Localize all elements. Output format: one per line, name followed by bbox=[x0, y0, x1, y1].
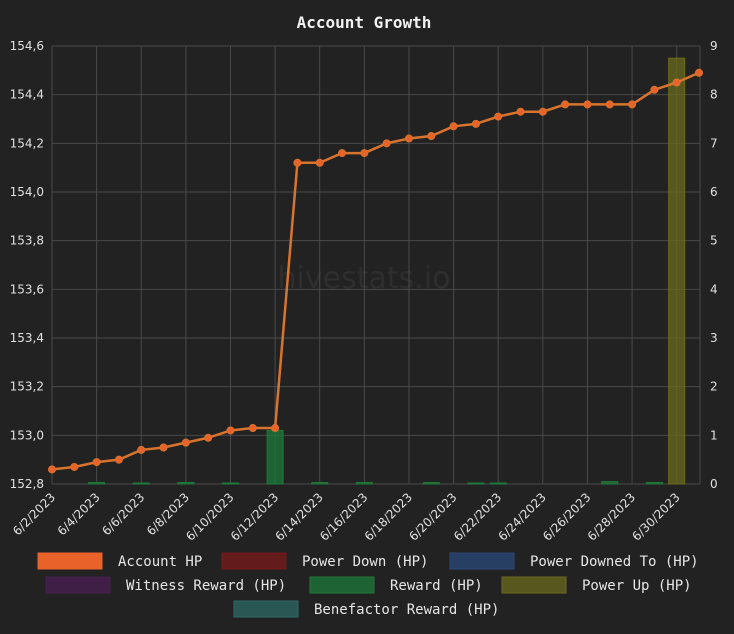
grid bbox=[51, 45, 701, 485]
legend-label: Account HP bbox=[118, 554, 202, 570]
account-hp-point bbox=[538, 107, 547, 116]
x-tick-label: 6/6/2023 bbox=[99, 490, 147, 538]
legend-label: Power Downed To (HP) bbox=[530, 554, 699, 570]
y-right-tick-label: 1 bbox=[710, 428, 718, 442]
x-tick-label: 6/30/2023 bbox=[629, 490, 682, 543]
x-tick-label: 6/2/2023 bbox=[10, 490, 58, 538]
y-right-tick-label: 4 bbox=[710, 282, 718, 296]
legend-swatch bbox=[449, 552, 515, 570]
account-hp-point bbox=[271, 424, 280, 433]
bar-reward-hp- bbox=[266, 429, 284, 485]
legend-swatch bbox=[45, 576, 111, 594]
account-hp-point bbox=[114, 455, 123, 464]
bar-reward-hp- bbox=[467, 482, 485, 485]
account-hp-point bbox=[293, 158, 302, 167]
account-hp-point bbox=[561, 100, 570, 109]
account-hp-line bbox=[48, 68, 703, 474]
y-left-tick-label: 153,4 bbox=[10, 331, 44, 345]
y-left-tick-label: 152,8 bbox=[10, 477, 44, 491]
account-hp-point bbox=[181, 438, 190, 447]
y-axis-left: 152,8 153,0 153,2 153,4 153,6 153,8 154,0 154,2… bbox=[10, 39, 44, 491]
account-hp-point bbox=[605, 100, 614, 109]
y-right-tick-label: 9 bbox=[710, 39, 718, 53]
y-left-tick-label: 153,0 bbox=[10, 428, 44, 442]
bar-reward-hp- bbox=[177, 482, 195, 485]
legend-label: Benefactor Reward (HP) bbox=[314, 602, 499, 618]
account-hp-point bbox=[70, 462, 79, 471]
chart-title: Account Growth bbox=[297, 13, 432, 32]
account-hp-point bbox=[360, 149, 369, 158]
account-hp-point bbox=[650, 85, 659, 94]
legend-swatch bbox=[233, 600, 299, 618]
bar-reward-hp- bbox=[355, 482, 373, 485]
account-hp-point bbox=[382, 139, 391, 148]
y-axis-right: 0 1 2 3 4 5 6 7 8 9 bbox=[710, 39, 718, 491]
y-right-tick-label: 6 bbox=[710, 185, 718, 199]
y-left-tick-label: 154,2 bbox=[10, 136, 44, 150]
y-right-tick-label: 8 bbox=[710, 88, 718, 102]
account-hp-point bbox=[471, 119, 480, 128]
legend-swatch bbox=[501, 576, 567, 594]
x-tick-label: 6/4/2023 bbox=[55, 490, 103, 538]
y-right-tick-label: 3 bbox=[710, 331, 718, 345]
account-hp-point bbox=[204, 433, 213, 442]
x-axis: 6/2/20236/4/20236/6/20236/8/20236/10/202… bbox=[10, 490, 683, 543]
account-hp-point bbox=[248, 424, 257, 433]
y-right-tick-label: 5 bbox=[710, 234, 718, 248]
bar-power-up-hp- bbox=[668, 57, 686, 485]
y-left-tick-label: 153,2 bbox=[10, 380, 44, 394]
account-hp-point bbox=[137, 445, 146, 454]
y-left-tick-label: 153,6 bbox=[10, 282, 44, 296]
y-left-tick-label: 154,0 bbox=[10, 185, 44, 199]
legend-label: Power Up (HP) bbox=[582, 578, 692, 594]
bar-reward-hp- bbox=[311, 482, 329, 485]
y-left-tick-label: 154,4 bbox=[10, 88, 44, 102]
account-hp-point bbox=[583, 100, 592, 109]
y-right-tick-label: 7 bbox=[710, 136, 718, 150]
bar-reward-hp- bbox=[422, 482, 440, 485]
bar-reward-hp- bbox=[489, 482, 507, 485]
account-hp-point bbox=[494, 112, 503, 121]
bar-reward-hp- bbox=[221, 482, 239, 485]
account-hp-point bbox=[516, 107, 525, 116]
legend-swatch bbox=[309, 576, 375, 594]
account-hp-point bbox=[159, 443, 168, 452]
account-hp-point bbox=[427, 132, 436, 141]
legend-swatch bbox=[37, 552, 103, 570]
y-right-tick-label: 0 bbox=[710, 477, 718, 491]
y-left-tick-label: 154,6 bbox=[10, 39, 44, 53]
y-left-tick-label: 153,8 bbox=[10, 234, 44, 248]
bar-reward-hp- bbox=[132, 482, 150, 485]
account-hp-point bbox=[628, 100, 637, 109]
legend-swatch bbox=[221, 552, 287, 570]
account-hp-point bbox=[449, 122, 458, 131]
account-hp-point bbox=[92, 458, 101, 467]
account-hp-point bbox=[695, 68, 703, 77]
account-hp-point bbox=[672, 78, 681, 87]
account-hp-point bbox=[338, 149, 347, 158]
account-hp-point bbox=[226, 426, 235, 435]
bar-reward-hp- bbox=[88, 482, 106, 485]
account-hp-point bbox=[404, 134, 413, 143]
account-hp-point bbox=[315, 158, 324, 167]
bar-reward-hp- bbox=[601, 481, 619, 485]
legend-label: Reward (HP) bbox=[390, 578, 483, 594]
legend-label: Power Down (HP) bbox=[302, 554, 428, 570]
bars bbox=[88, 57, 686, 485]
legend: Account HP Power Down (HP) Power Downed To… bbox=[37, 552, 699, 618]
legend-label: Witness Reward (HP) bbox=[126, 578, 286, 594]
bar-reward-hp- bbox=[645, 482, 663, 485]
y-right-tick-label: 2 bbox=[710, 380, 718, 394]
account-hp-point bbox=[48, 465, 56, 474]
